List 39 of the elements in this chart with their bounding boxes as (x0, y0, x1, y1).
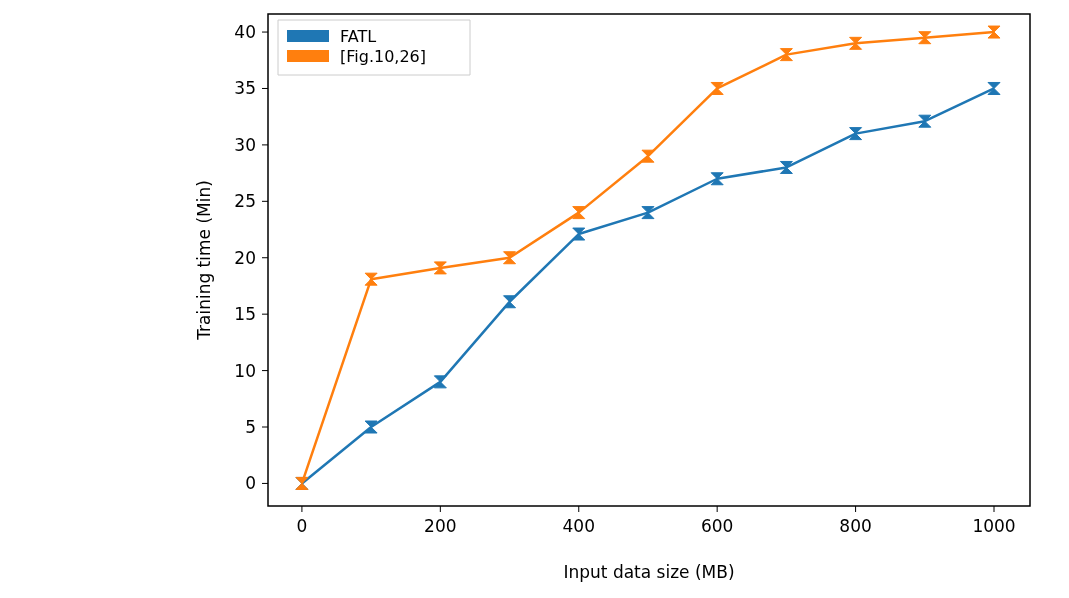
y-tick-label: 40 (234, 22, 256, 43)
point (918, 31, 932, 45)
point (364, 420, 378, 434)
point (641, 206, 655, 220)
y-axis-title: Training time (Min) (194, 180, 214, 341)
point (641, 149, 655, 163)
legend-label: FATL (340, 26, 377, 46)
point (503, 295, 517, 309)
y-tick-label: 20 (234, 247, 256, 268)
point (433, 375, 447, 389)
point (710, 81, 724, 95)
x-tick-label: 200 (424, 516, 457, 536)
legend-label: [Fig.10,26] (340, 46, 427, 66)
point (918, 114, 932, 128)
x-tick-label: 600 (700, 516, 734, 536)
point (779, 160, 793, 174)
point (572, 206, 586, 220)
y-tick-label: 30 (234, 134, 256, 155)
y-tick-label: 25 (234, 191, 256, 212)
x-tick-label: 1000 (972, 516, 1016, 536)
x-tick-label: 800 (839, 516, 872, 536)
point (849, 127, 863, 141)
x-tick-label: 0 (296, 516, 308, 536)
point (779, 48, 793, 62)
y-tick-label: 5 (245, 416, 256, 437)
point (987, 25, 1001, 39)
point (710, 172, 724, 186)
point (433, 261, 447, 275)
point (849, 36, 863, 50)
point (987, 81, 1001, 95)
y-tick-label: 10 (234, 360, 256, 381)
y-tick-label: 0 (245, 473, 256, 494)
y-tick-label: 15 (234, 304, 256, 325)
y-tick-label: 35 (234, 78, 256, 99)
point (503, 251, 517, 265)
point (572, 227, 586, 241)
x-axis-title: Input data size (MB) (563, 562, 735, 582)
x-tick-label: 400 (562, 516, 595, 536)
point (364, 272, 378, 286)
